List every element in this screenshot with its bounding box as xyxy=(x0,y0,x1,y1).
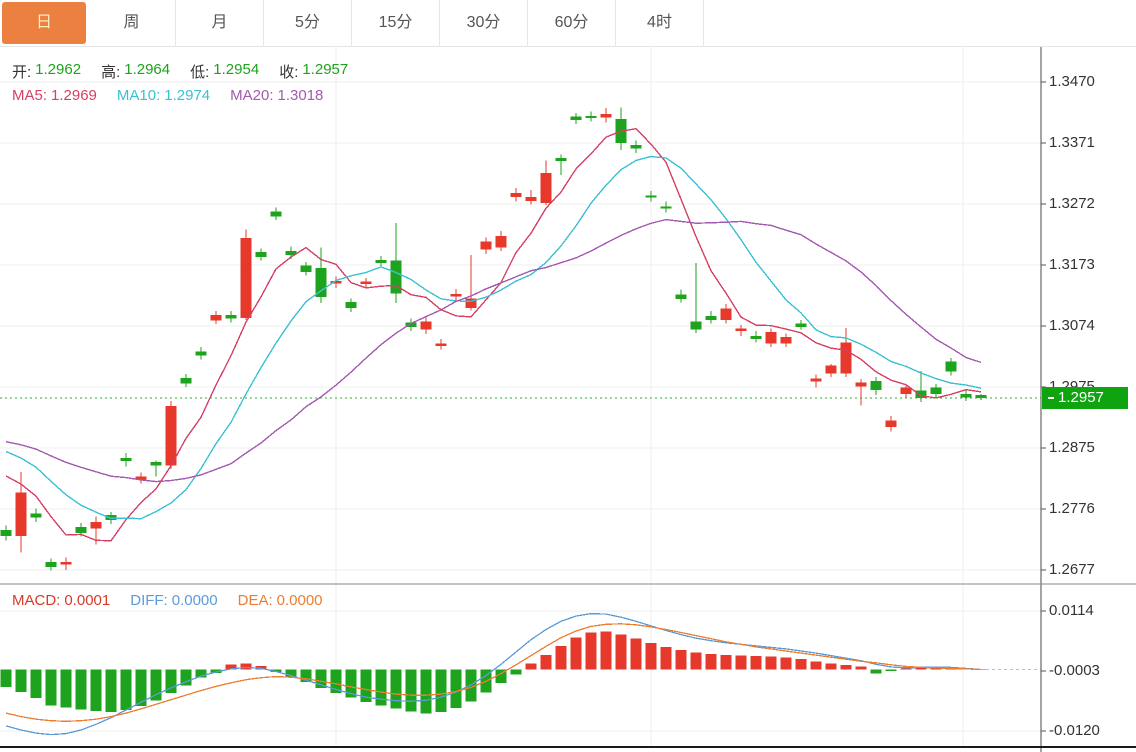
tab-4hour[interactable]: 4时 xyxy=(616,0,704,46)
ohlc-high-value: 1.2964 xyxy=(124,61,171,78)
ohlc-open-value: 1.2962 xyxy=(35,61,82,78)
macd-tick-label: -0.0120 xyxy=(1049,722,1100,739)
ohlc-high: 高: 1.2964 xyxy=(101,61,170,82)
macd-macd-value: 0.0001 xyxy=(64,592,111,609)
macd-dea-label: DEA: xyxy=(237,592,273,609)
ohlc-close-value: 1.2957 xyxy=(302,61,349,78)
tab-day[interactable]: 日 xyxy=(2,2,86,44)
price-tick-label: 1.3272 xyxy=(1049,195,1095,212)
current-price-tag: 1.2957 xyxy=(1042,387,1128,410)
price-tick-label: 1.3074 xyxy=(1049,317,1095,334)
price-tick-label: 1.2875 xyxy=(1049,439,1095,456)
macd-dea: DEA: 0.0000 xyxy=(238,592,323,609)
tab-5min[interactable]: 5分 xyxy=(264,0,352,46)
ohlc-low: 低: 1.2954 xyxy=(190,61,259,82)
macd-legend: MACD: 0.0001 DIFF: 0.0000 DEA: 0.0000 xyxy=(12,592,323,609)
tab-30min[interactable]: 30分 xyxy=(440,0,528,46)
price-tick-label: 1.2776 xyxy=(1049,500,1095,517)
tab-month[interactable]: 月 xyxy=(176,0,264,46)
ma-ma20-label: MA20: xyxy=(230,87,274,104)
macd-diff-value: 0.0000 xyxy=(171,592,218,609)
price-tick-label: 1.3173 xyxy=(1049,256,1095,273)
ma-ma5-label: MA5: xyxy=(12,87,48,104)
ma-ma10: MA10: 1.2974 xyxy=(117,87,210,104)
ohlc-open-label: 开: xyxy=(12,64,32,81)
macd-dea-value: 0.0000 xyxy=(276,592,323,609)
macd-diff: DIFF: 0.0000 xyxy=(130,592,217,609)
ma-ma10-label: MA10: xyxy=(116,87,161,104)
timeframe-tabbar: 日周月 5分 15分 30分 60分 4时 xyxy=(0,0,1136,47)
price-tick-label: 1.3470 xyxy=(1049,73,1095,90)
ma-ma20: MA20: 1.3018 xyxy=(230,87,323,104)
ohlc-open: 开: 1.2962 xyxy=(12,61,81,82)
price-tick-label: 1.3371 xyxy=(1049,134,1095,151)
ohlc-legend: 开: 1.2962 高: 1.2964 低: 1.2954 收: 1.2957 xyxy=(12,61,348,82)
macd-tick-label: -0.0003 xyxy=(1049,662,1100,679)
tab-week[interactable]: 周 xyxy=(88,0,176,46)
ma-ma5-value: 1.2969 xyxy=(51,87,97,104)
ohlc-low-label: 低: xyxy=(190,64,210,81)
ma-ma5: MA5: 1.2969 xyxy=(12,87,97,104)
ma-ma10-value: 1.2974 xyxy=(164,87,211,104)
ma-ma20-value: 1.3018 xyxy=(277,87,324,104)
tab-15min[interactable]: 15分 xyxy=(352,0,440,46)
ohlc-low-value: 1.2954 xyxy=(213,61,260,78)
ohlc-close: 收: 1.2957 xyxy=(279,61,348,82)
macd-macd: MACD: 0.0001 xyxy=(12,592,110,609)
macd-macd-label: MACD: xyxy=(12,592,61,609)
ohlc-close-label: 收: xyxy=(279,64,299,81)
tab-60min[interactable]: 60分 xyxy=(528,0,616,46)
macd-diff-label: DIFF: xyxy=(130,592,168,609)
price-tick-label: 1.2677 xyxy=(1049,561,1095,578)
macd-tick-label: 0.0114 xyxy=(1049,602,1094,619)
ohlc-high-label: 高: xyxy=(101,64,121,81)
ma-legend: MA5: 1.2969 MA10: 1.2974 MA20: 1.3018 xyxy=(12,87,323,104)
